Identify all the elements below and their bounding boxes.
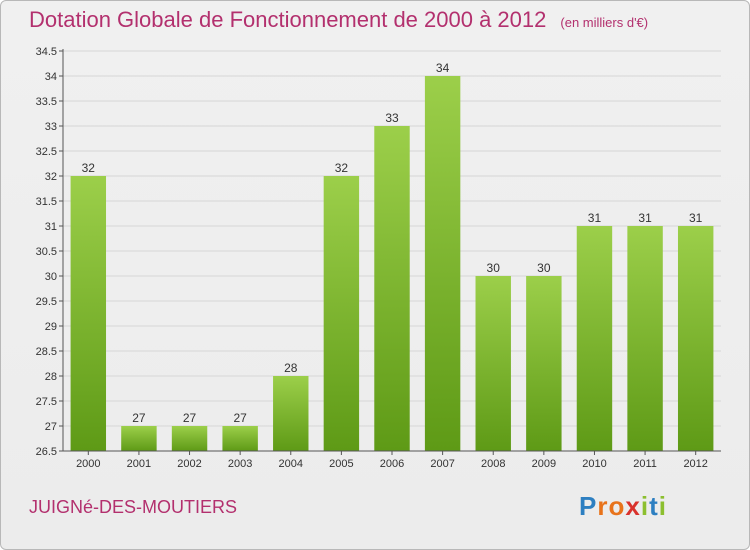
logo-letter: i bbox=[658, 491, 667, 521]
y-tick-label: 32 bbox=[45, 171, 57, 183]
logo-letter: t bbox=[649, 491, 659, 521]
bar-value-label: 27 bbox=[132, 411, 146, 425]
bar-value-label: 27 bbox=[233, 411, 247, 425]
x-tick-label: 2004 bbox=[279, 458, 303, 470]
logo-letter: i bbox=[640, 491, 650, 521]
bar-value-label: 30 bbox=[537, 261, 551, 275]
x-tick-label: 2003 bbox=[228, 458, 252, 470]
bar-value-label: 31 bbox=[588, 211, 602, 225]
bar-value-label: 31 bbox=[638, 211, 652, 225]
bar-2005 bbox=[323, 176, 360, 451]
bar-2012 bbox=[677, 226, 714, 451]
proxiti-logo: Proxiti bbox=[579, 491, 667, 522]
chart-title: Dotation Globale de Fonctionnement de 20… bbox=[29, 7, 648, 33]
x-tick-label: 2002 bbox=[177, 458, 201, 470]
y-tick-label: 33 bbox=[45, 121, 57, 133]
bar-2002 bbox=[171, 426, 208, 451]
logo-letter: r bbox=[597, 491, 609, 521]
chart-title-text: Dotation Globale de Fonctionnement de 20… bbox=[29, 7, 547, 32]
y-tick-label: 34 bbox=[45, 71, 57, 83]
bar-value-label: 33 bbox=[385, 111, 399, 125]
bar-2009 bbox=[526, 276, 562, 451]
bar-2010 bbox=[576, 226, 613, 451]
x-tick-label: 2007 bbox=[430, 458, 454, 470]
y-tick-label: 29.5 bbox=[36, 296, 57, 308]
x-tick-label: 2010 bbox=[582, 458, 606, 470]
x-tick-label: 2000 bbox=[76, 458, 100, 470]
bar-2007 bbox=[424, 76, 461, 451]
bar-value-label: 32 bbox=[82, 161, 96, 175]
y-tick-label: 34.5 bbox=[36, 46, 57, 58]
x-tick-label: 2008 bbox=[481, 458, 505, 470]
logo-letter: x bbox=[625, 491, 641, 521]
y-tick-label: 26.5 bbox=[36, 446, 57, 458]
x-axis-ticks: 2000 2001 2002 2003 2004 2005 2006 2007 2008 2009… bbox=[76, 451, 708, 470]
bar-2004 bbox=[273, 376, 309, 451]
bar-value-label: 31 bbox=[689, 211, 703, 225]
y-tick-label: 33.5 bbox=[36, 96, 57, 108]
y-tick-label: 31.5 bbox=[36, 196, 57, 208]
y-tick-label: 32.5 bbox=[36, 146, 57, 158]
y-axis-ticks: 26.5 27 27.5 28 28.5 29 29.5 30 30.5 31 31.5 32 32.5… bbox=[36, 46, 63, 458]
logo-letter: o bbox=[608, 491, 626, 521]
x-tick-label: 2005 bbox=[329, 458, 353, 470]
chart-subtitle: (en milliers d'€) bbox=[560, 15, 649, 30]
x-tick-label: 2012 bbox=[683, 458, 707, 470]
x-tick-label: 2011 bbox=[633, 458, 657, 470]
bar-value-label: 30 bbox=[487, 261, 501, 275]
logo-letter: P bbox=[579, 491, 598, 521]
bar-value-label: 34 bbox=[436, 61, 450, 75]
commune-name: JUIGNé-DES-MOUTIERS bbox=[29, 497, 238, 517]
y-tick-label: 31 bbox=[45, 221, 57, 233]
bar-2000 bbox=[70, 176, 107, 451]
bar-2008 bbox=[475, 276, 511, 451]
y-tick-label: 28 bbox=[45, 371, 57, 383]
y-tick-label: 29 bbox=[45, 321, 57, 333]
bar-value-label: 28 bbox=[284, 361, 298, 375]
axes bbox=[62, 49, 721, 452]
y-tick-label: 27.5 bbox=[36, 396, 57, 408]
bars: 32 27 27 27 28 32 33 34 30 30 31 31 31 bbox=[70, 61, 714, 451]
x-tick-label: 2001 bbox=[127, 458, 151, 470]
bar-2003 bbox=[222, 426, 258, 451]
y-tick-label: 30 bbox=[45, 271, 57, 283]
bar-2011 bbox=[627, 226, 663, 451]
x-tick-label: 2009 bbox=[532, 458, 556, 470]
bar-2006 bbox=[374, 126, 410, 451]
y-tick-label: 28.5 bbox=[36, 346, 57, 358]
bar-value-label: 32 bbox=[335, 161, 349, 175]
y-tick-label: 27 bbox=[45, 421, 57, 433]
x-tick-label: 2006 bbox=[380, 458, 404, 470]
y-tick-label: 30.5 bbox=[36, 246, 57, 258]
bar-value-label: 27 bbox=[183, 411, 197, 425]
bar-2001 bbox=[121, 426, 157, 451]
